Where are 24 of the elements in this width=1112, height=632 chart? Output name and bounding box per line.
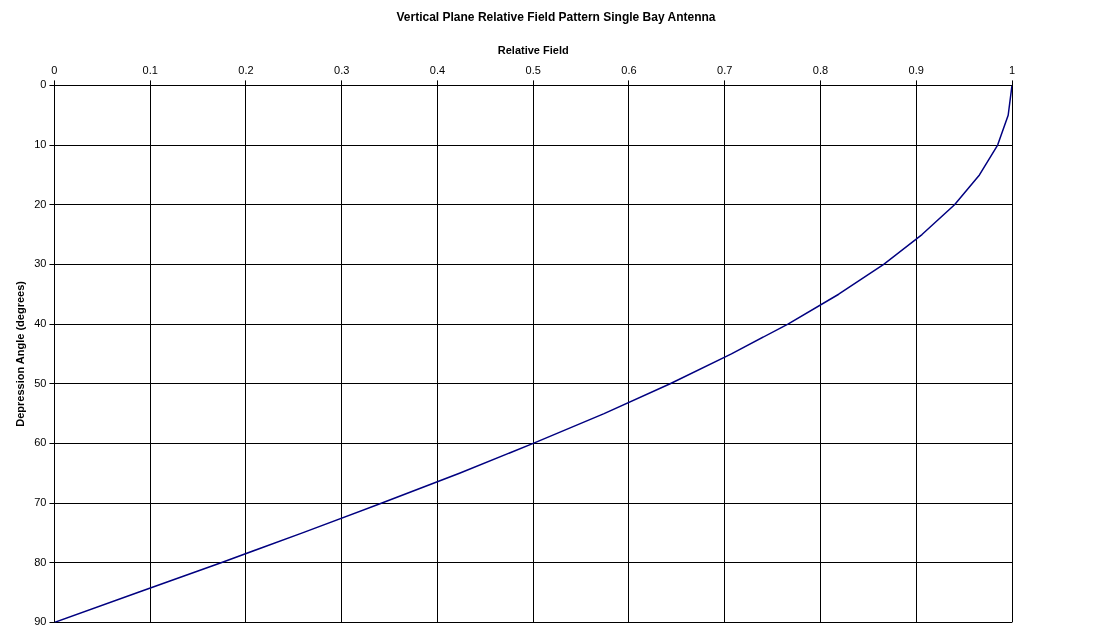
y-tick-label: 70 xyxy=(34,496,47,509)
y-tick-label: 40 xyxy=(34,317,47,330)
x-tick-label: 0.6 xyxy=(621,63,637,76)
x-tick-label: 0.2 xyxy=(238,63,254,76)
x-tick-label: 0.8 xyxy=(812,63,829,76)
y-tick-label: 90 xyxy=(34,615,47,628)
y-tick-label: 0 xyxy=(40,78,47,91)
chart-title: Vertical Plane Relative Field Pattern Single Bay Antenna xyxy=(395,10,717,24)
y-tick-label: 30 xyxy=(34,257,47,270)
x-tick-label: 0.1 xyxy=(142,63,158,76)
x-tick-label: 0.4 xyxy=(429,63,446,76)
x-tick-label: 0.9 xyxy=(908,63,924,76)
y-tick-label: 10 xyxy=(34,138,47,151)
y-tick-label: 80 xyxy=(34,555,47,568)
y-axis-title: Depression Angle (degrees) xyxy=(13,280,26,427)
x-tick-label: 0.3 xyxy=(334,63,350,76)
x-tick-label: 0.7 xyxy=(717,63,733,76)
y-tick-label: 20 xyxy=(34,197,47,210)
y-tick-label: 50 xyxy=(34,376,47,389)
x-tick-label: 0.5 xyxy=(525,63,541,76)
x-tick-label: 0 xyxy=(51,63,58,76)
y-tick-label: 60 xyxy=(34,436,47,449)
x-tick-label: 1 xyxy=(1008,63,1016,76)
x-axis-title: Relative Field xyxy=(497,43,569,56)
